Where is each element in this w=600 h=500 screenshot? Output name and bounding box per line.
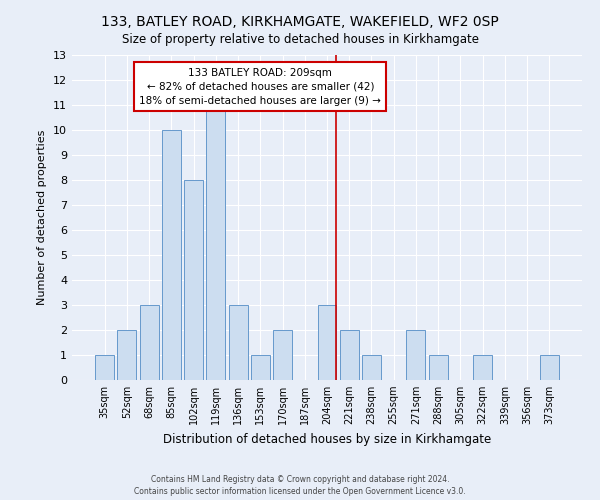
Text: 133 BATLEY ROAD: 209sqm
← 82% of detached houses are smaller (42)
18% of semi-de: 133 BATLEY ROAD: 209sqm ← 82% of detache… xyxy=(139,68,381,106)
Bar xyxy=(540,355,559,380)
Bar xyxy=(140,305,158,380)
Bar xyxy=(340,330,359,380)
X-axis label: Distribution of detached houses by size in Kirkhamgate: Distribution of detached houses by size … xyxy=(163,432,491,446)
Bar xyxy=(162,130,181,380)
Bar xyxy=(118,330,136,380)
Text: Contains HM Land Registry data © Crown copyright and database right 2024.
Contai: Contains HM Land Registry data © Crown c… xyxy=(134,474,466,496)
Bar xyxy=(95,355,114,380)
Bar xyxy=(229,305,248,380)
Bar xyxy=(406,330,425,380)
Bar xyxy=(206,105,225,380)
Text: Size of property relative to detached houses in Kirkhamgate: Size of property relative to detached ho… xyxy=(121,32,479,46)
Bar xyxy=(184,180,203,380)
Y-axis label: Number of detached properties: Number of detached properties xyxy=(37,130,47,305)
Bar xyxy=(429,355,448,380)
Bar xyxy=(273,330,292,380)
Bar xyxy=(473,355,492,380)
Bar xyxy=(317,305,337,380)
Bar xyxy=(251,355,270,380)
Bar xyxy=(362,355,381,380)
Text: 133, BATLEY ROAD, KIRKHAMGATE, WAKEFIELD, WF2 0SP: 133, BATLEY ROAD, KIRKHAMGATE, WAKEFIELD… xyxy=(101,15,499,29)
